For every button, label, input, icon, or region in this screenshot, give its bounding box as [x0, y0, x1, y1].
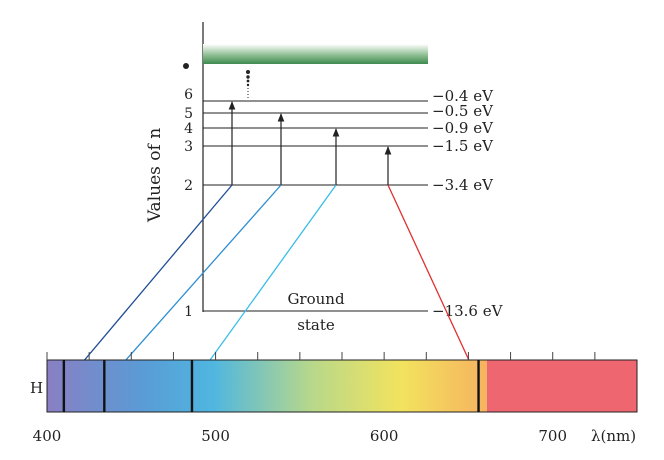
spectrum-tick-label: 700 — [538, 427, 567, 445]
level-energy-label: −3.4 eV — [432, 176, 494, 194]
level-n-label: 6 — [184, 87, 193, 103]
emission-arrow — [387, 184, 480, 382]
hydrogen-row-label: H — [30, 379, 43, 397]
level-n-label: 1 — [184, 304, 193, 320]
level-n-label: 4 — [184, 121, 193, 137]
emission-arrow — [194, 184, 337, 382]
ground-state-line1: Ground — [287, 290, 345, 308]
continuum-band — [203, 44, 428, 64]
convergence-dots — [246, 70, 250, 99]
level-energy-label: −1.5 eV — [432, 137, 494, 155]
spectrum-tick-label: 500 — [201, 427, 230, 445]
energy-levels: 1 −13.6 eV 2 −3.4 eV 3 −1.5 eV 4 −0.9 eV 5 −0.5 e… — [184, 87, 504, 320]
level-energy-label: −0.9 eV — [432, 119, 494, 137]
spectrum-ticks — [46, 352, 596, 360]
level-energy-label: −0.4 eV — [432, 87, 494, 105]
level-energy-label: −13.6 eV — [432, 302, 504, 320]
ground-state-line2: state — [297, 316, 335, 334]
y-axis-title: Values of n — [145, 128, 165, 223]
level-n-label: 3 — [184, 139, 193, 155]
red-band — [487, 360, 637, 412]
spectrum-tick-labels: 400 500 600 700 — [33, 427, 567, 445]
emission-arrow — [66, 184, 233, 382]
transitions — [66, 101, 480, 382]
n-infinity-bullet — [183, 63, 189, 69]
level-n-label: 5 — [184, 106, 193, 122]
spectrum-tick-label: 600 — [370, 427, 399, 445]
level-n-label: 2 — [184, 178, 193, 194]
level-energy-label: −0.5 eV — [432, 102, 494, 120]
spectrum-lines — [62, 360, 480, 412]
wavelength-unit-label: λ(nm) — [591, 427, 636, 445]
emission-arrow — [106, 184, 282, 382]
spectrum-tick-label: 400 — [33, 427, 62, 445]
